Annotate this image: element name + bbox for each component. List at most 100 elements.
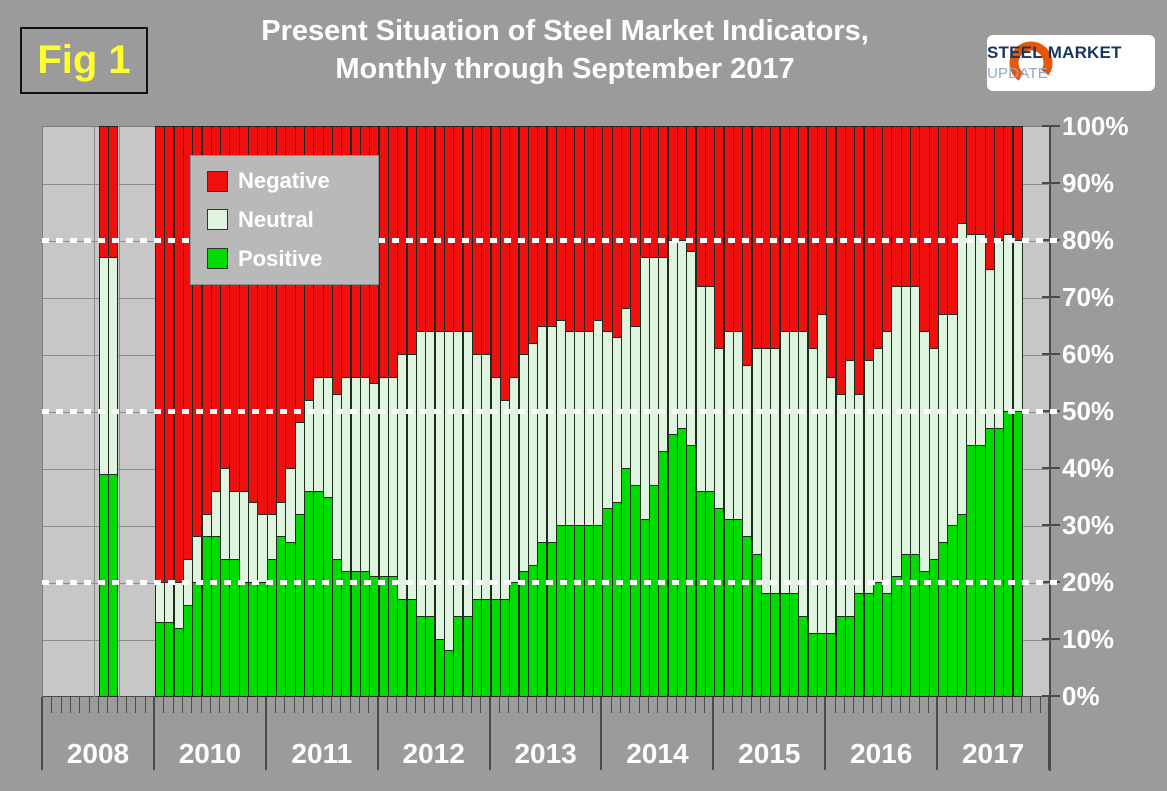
month-tick <box>219 697 221 713</box>
year-separator-tick <box>1048 697 1050 770</box>
legend-label-negative: Negative <box>238 168 330 194</box>
month-tick <box>247 697 249 713</box>
month-tick <box>321 697 323 713</box>
steel-market-update-logo: STEEL MARKET UPDATE <box>987 35 1155 91</box>
month-tick <box>545 697 547 713</box>
x-axis-year-label: 2015 <box>738 738 801 769</box>
month-tick <box>526 697 528 713</box>
year-separator-tick <box>600 697 603 770</box>
month-tick <box>610 697 612 713</box>
month-tick <box>797 697 799 713</box>
logo-word-update: UPDATE <box>987 65 1048 82</box>
month-tick <box>415 697 416 713</box>
month-tick <box>480 697 482 713</box>
month-tick <box>172 697 174 713</box>
y-axis-label: 50% <box>1062 396 1115 426</box>
month-tick <box>442 697 444 713</box>
month-tick <box>368 697 370 713</box>
bar-segment-positive <box>1012 411 1023 697</box>
month-tick <box>853 697 855 713</box>
month-tick <box>237 697 239 713</box>
bar-segment-negative <box>1012 126 1023 241</box>
month-tick <box>909 697 911 713</box>
month-tick <box>312 697 314 713</box>
month-tick <box>1039 697 1041 713</box>
month-tick <box>629 697 631 713</box>
month-tick <box>592 697 594 713</box>
x-axis-year-label: 2013 <box>514 738 577 769</box>
y-axis-tick <box>1042 125 1060 127</box>
month-tick <box>200 697 202 713</box>
month-tick <box>359 697 360 713</box>
logo-word-market: MARKET <box>1047 43 1122 62</box>
y-axis-label: 100% <box>1062 111 1129 141</box>
chart-title-line2: Monthly through September 2017 <box>335 53 795 85</box>
year-separator-tick <box>712 697 715 770</box>
month-tick <box>508 697 510 713</box>
legend-item-negative: Negative <box>207 168 378 194</box>
chart-title: Present Situation of Steel Market Indica… <box>170 12 960 88</box>
month-tick <box>396 697 398 713</box>
month-tick <box>862 697 864 713</box>
y-axis-tick <box>1042 182 1060 184</box>
month-tick <box>787 697 789 713</box>
month-tick <box>1030 697 1032 713</box>
month-tick <box>275 697 277 713</box>
month-tick <box>843 697 845 713</box>
y-axis-tick <box>1042 524 1060 526</box>
month-tick <box>750 697 752 713</box>
month-tick <box>760 697 761 713</box>
x-axis-year-label: 2010 <box>178 738 242 769</box>
y-axis-label: 30% <box>1062 510 1115 540</box>
year-separator-tick <box>936 697 939 770</box>
month-tick <box>191 697 193 713</box>
bar-segment-neutral <box>108 257 119 475</box>
month-tick <box>965 697 967 713</box>
y-axis-label: 20% <box>1062 567 1115 597</box>
y-axis-label: 0% <box>1062 681 1100 711</box>
month-tick <box>676 697 677 713</box>
year-separator-tick <box>152 697 155 770</box>
month-tick <box>303 697 305 713</box>
month-tick <box>405 697 407 713</box>
month-tick <box>722 697 724 713</box>
month-tick <box>163 697 165 713</box>
x-axis-year-label: 2012 <box>402 738 465 769</box>
x-axis-year-label: 2008 <box>66 738 130 769</box>
month-tick <box>470 697 472 713</box>
positive-swatch-icon <box>207 248 228 270</box>
month-tick <box>228 697 230 713</box>
legend-label-neutral: Neutral <box>238 206 314 232</box>
y-axis-tick <box>1042 296 1060 298</box>
neutral-swatch-icon <box>207 209 228 231</box>
y-axis-label: 60% <box>1062 339 1115 369</box>
month-tick <box>461 697 463 713</box>
negative-swatch-icon <box>207 170 228 192</box>
bar-segment-positive <box>108 473 119 697</box>
chart-title-line1: Present Situation of Steel Market Indica… <box>261 15 869 47</box>
figure-label-box: Fig 1 <box>20 27 148 94</box>
month-tick <box>881 697 883 713</box>
y-axis-label: 80% <box>1062 225 1115 255</box>
figure-label: Fig 1 <box>37 38 131 82</box>
month-tick <box>51 697 53 713</box>
month-tick <box>349 697 351 713</box>
y-axis-label: 90% <box>1062 168 1115 198</box>
month-tick <box>769 697 771 713</box>
y-axis-line <box>1049 126 1051 771</box>
month-tick <box>806 697 808 713</box>
legend-label-positive: Positive <box>238 245 323 271</box>
month-tick <box>60 697 62 713</box>
month-tick <box>498 697 500 713</box>
month-tick <box>70 697 71 713</box>
month-tick <box>107 697 109 713</box>
month-tick <box>1021 697 1022 713</box>
month-tick <box>433 697 435 713</box>
x-axis-year-label: 2011 <box>291 738 353 769</box>
month-tick <box>79 697 81 713</box>
month-tick <box>452 697 454 713</box>
y-axis-tick <box>1042 467 1060 469</box>
month-tick <box>424 697 426 713</box>
month-tick <box>993 697 995 713</box>
